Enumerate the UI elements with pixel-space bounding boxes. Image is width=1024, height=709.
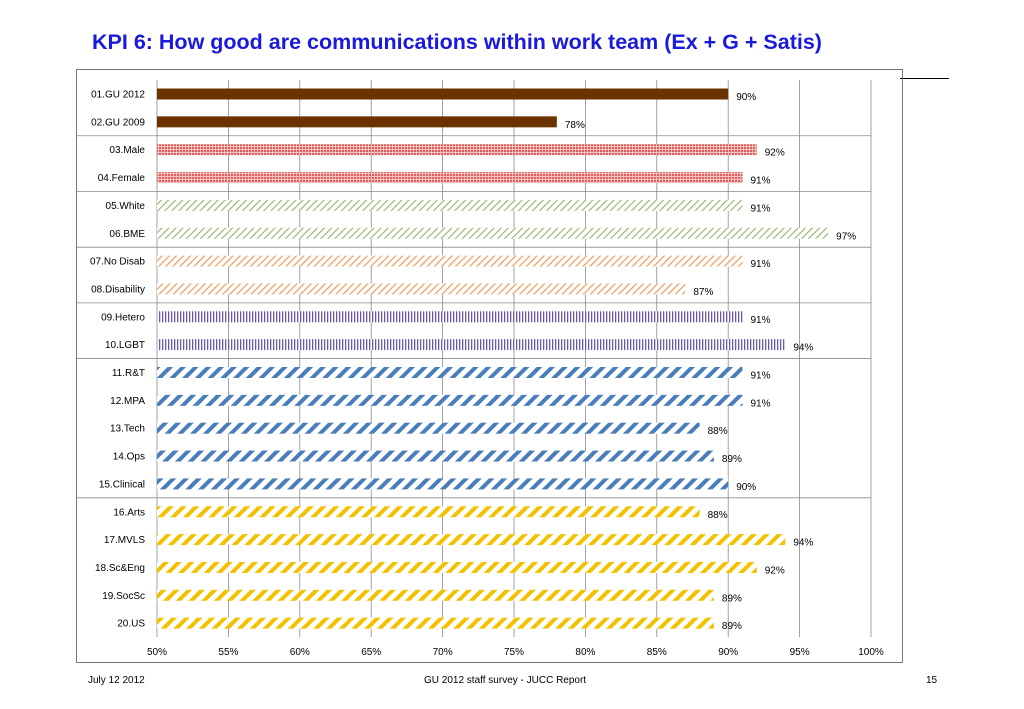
bar — [157, 450, 714, 462]
value-label: 87% — [693, 287, 713, 298]
bar — [157, 589, 714, 601]
value-label: 91% — [750, 176, 770, 187]
category-label: 10.LGBT — [105, 340, 145, 351]
bar — [157, 283, 686, 295]
category-label: 01.GU 2012 — [91, 90, 145, 101]
bar — [157, 339, 786, 351]
category-label: 06.BME — [109, 229, 145, 240]
value-label: 88% — [708, 426, 728, 437]
x-tick-label: 60% — [290, 647, 310, 658]
category-label: 07.No Disab — [90, 257, 145, 268]
page-number: 15 — [926, 675, 938, 686]
bar — [157, 422, 700, 434]
labels: 50% 55% 60% 65% 70% 75% 80% 85% 90% 95% 100% 01.GU … — [90, 90, 884, 659]
x-tick-label: 70% — [433, 647, 453, 658]
value-label: 94% — [793, 538, 813, 549]
title-rule — [900, 78, 949, 79]
value-label: 78% — [565, 120, 585, 131]
x-tick-label: 90% — [718, 647, 738, 658]
value-label: 91% — [750, 259, 770, 270]
value-label: 94% — [793, 343, 813, 354]
category-label: 14.Ops — [113, 452, 145, 463]
x-tick-label: 80% — [575, 647, 595, 658]
bar — [157, 255, 743, 267]
footer-report-name: GU 2012 staff survey - JUCC Report — [424, 675, 587, 686]
value-label: 97% — [836, 231, 856, 242]
bar — [157, 172, 743, 184]
category-label: 15.Clinical — [99, 479, 145, 490]
bar — [157, 506, 700, 518]
category-label: 12.MPA — [110, 396, 145, 407]
category-label: 17.MVLS — [104, 535, 145, 546]
bar — [157, 561, 757, 573]
bar — [157, 478, 729, 490]
value-label: 90% — [736, 92, 756, 103]
bar — [157, 116, 557, 128]
category-label: 13.Tech — [110, 424, 145, 435]
footer-date: July 12 2012 — [88, 675, 145, 686]
category-label: 16.Arts — [113, 507, 145, 518]
bar — [157, 311, 743, 323]
bar — [157, 199, 743, 211]
bar — [157, 534, 786, 546]
value-label: 91% — [750, 371, 770, 382]
value-label: 89% — [722, 621, 742, 632]
bar — [157, 88, 729, 100]
category-label: 09.Hetero — [101, 312, 145, 323]
x-tick-label: 100% — [858, 647, 884, 658]
value-label: 92% — [765, 565, 785, 576]
value-label: 88% — [708, 510, 728, 521]
x-tick-label: 95% — [790, 647, 810, 658]
x-tick-label: 50% — [147, 647, 167, 658]
category-label: 08.Disability — [91, 284, 145, 295]
value-label: 89% — [722, 454, 742, 465]
value-label: 91% — [750, 203, 770, 214]
bar — [157, 367, 743, 378]
category-label: 04.Female — [98, 173, 146, 184]
category-label: 19.SocSc — [102, 591, 145, 602]
category-label: 05.White — [106, 201, 146, 212]
bar — [157, 394, 743, 406]
value-label: 92% — [765, 148, 785, 159]
gridlines — [77, 80, 872, 637]
value-label: 89% — [722, 593, 742, 604]
x-tick-label: 75% — [504, 647, 524, 658]
value-label: 91% — [750, 315, 770, 326]
bar — [157, 144, 757, 156]
x-tick-label: 65% — [361, 647, 381, 658]
value-label: 91% — [750, 398, 770, 409]
value-label: 90% — [736, 482, 756, 493]
chart-frame — [76, 69, 903, 663]
bar — [157, 227, 829, 239]
category-label: 03.Male — [109, 145, 145, 156]
x-tick-label: 55% — [218, 647, 238, 658]
category-label: 02.GU 2009 — [91, 117, 145, 128]
bars — [157, 88, 829, 629]
bar — [157, 617, 714, 629]
slide-title: KPI 6: How good are communications withi… — [92, 30, 822, 54]
category-label: 18.Sc&Eng — [95, 563, 145, 574]
category-label: 11.R&T — [112, 368, 145, 379]
x-tick-label: 85% — [647, 647, 667, 658]
category-label: 20.US — [117, 619, 145, 630]
